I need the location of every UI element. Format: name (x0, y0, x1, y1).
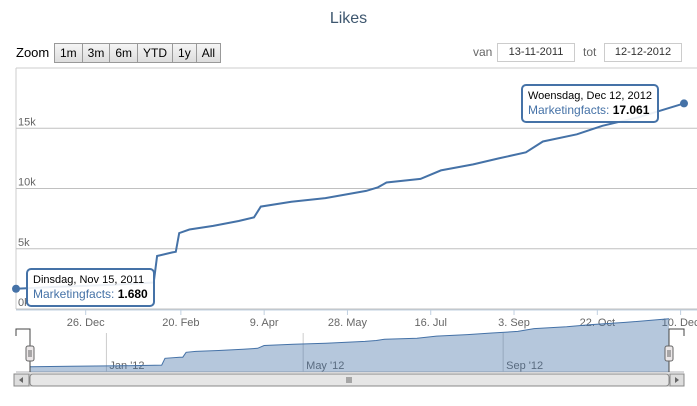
x-tick-label: 22. Oct (580, 317, 615, 329)
arrow-right-icon (675, 377, 679, 383)
zoom-label: Zoom (16, 45, 50, 60)
from-label: van (473, 45, 493, 59)
range-button-ytd[interactable]: YTD (138, 44, 174, 62)
tooltip-date: Woensdag, Dec 12, 2012 (528, 90, 652, 102)
range-button-1y[interactable]: 1y (173, 44, 197, 62)
x-tick-label: 16. Jul (415, 317, 447, 329)
navigator-handle-right[interactable] (664, 345, 674, 362)
y-tick-label: 15k (18, 116, 36, 128)
x-tick-label: 9. Apr (250, 317, 279, 329)
tooltip-series: Marketingfacts (33, 287, 112, 301)
x-tick-label: 28. May (328, 317, 368, 329)
series-line (15, 102, 685, 290)
from-date-input[interactable]: 13-11-2011 (497, 43, 575, 62)
tooltip-date: Dinsdag, Nov 15, 2011 (33, 274, 145, 286)
x-tick-label: 10. Dec (662, 317, 697, 329)
to-date-input[interactable]: 12-12-2012 (604, 43, 682, 62)
data-point-end[interactable] (680, 99, 688, 108)
navigator-tick-label: Sep '12 (506, 360, 543, 372)
tooltip-value: 1.680 (117, 287, 148, 301)
to-label: tot (583, 45, 597, 59)
tooltip-series: Marketingfacts (528, 103, 607, 117)
tooltip-value: 17.061 (612, 103, 650, 117)
navigator-line (29, 318, 670, 368)
navigator-handle-left[interactable] (25, 345, 35, 362)
arrow-left-icon (19, 377, 23, 383)
chart-title: Likes (329, 10, 368, 27)
range-button-3m[interactable]: 3m (82, 44, 111, 62)
tooltip-start: Dinsdag, Nov 15, 2011 Marketingfacts: 1.… (26, 268, 155, 307)
y-tick-label: 10k (18, 177, 36, 189)
range-buttons: 1m 3m 6m YTD 1y All (54, 43, 222, 63)
x-tick-label: 3. Sep (498, 317, 530, 329)
navigator-tick-label: May '12 (306, 360, 344, 372)
data-point-start[interactable] (12, 284, 20, 293)
tooltip-end: Woensdag, Dec 12, 2012 Marketingfacts: 1… (521, 84, 659, 123)
y-tick-label: 5k (18, 237, 30, 249)
x-tick-label: 20. Feb (162, 317, 199, 329)
range-button-all[interactable]: All (196, 44, 221, 62)
range-button-6m[interactable]: 6m (110, 44, 139, 62)
x-tick-label: 26. Dec (67, 317, 105, 329)
range-button-1m[interactable]: 1m (55, 44, 83, 62)
